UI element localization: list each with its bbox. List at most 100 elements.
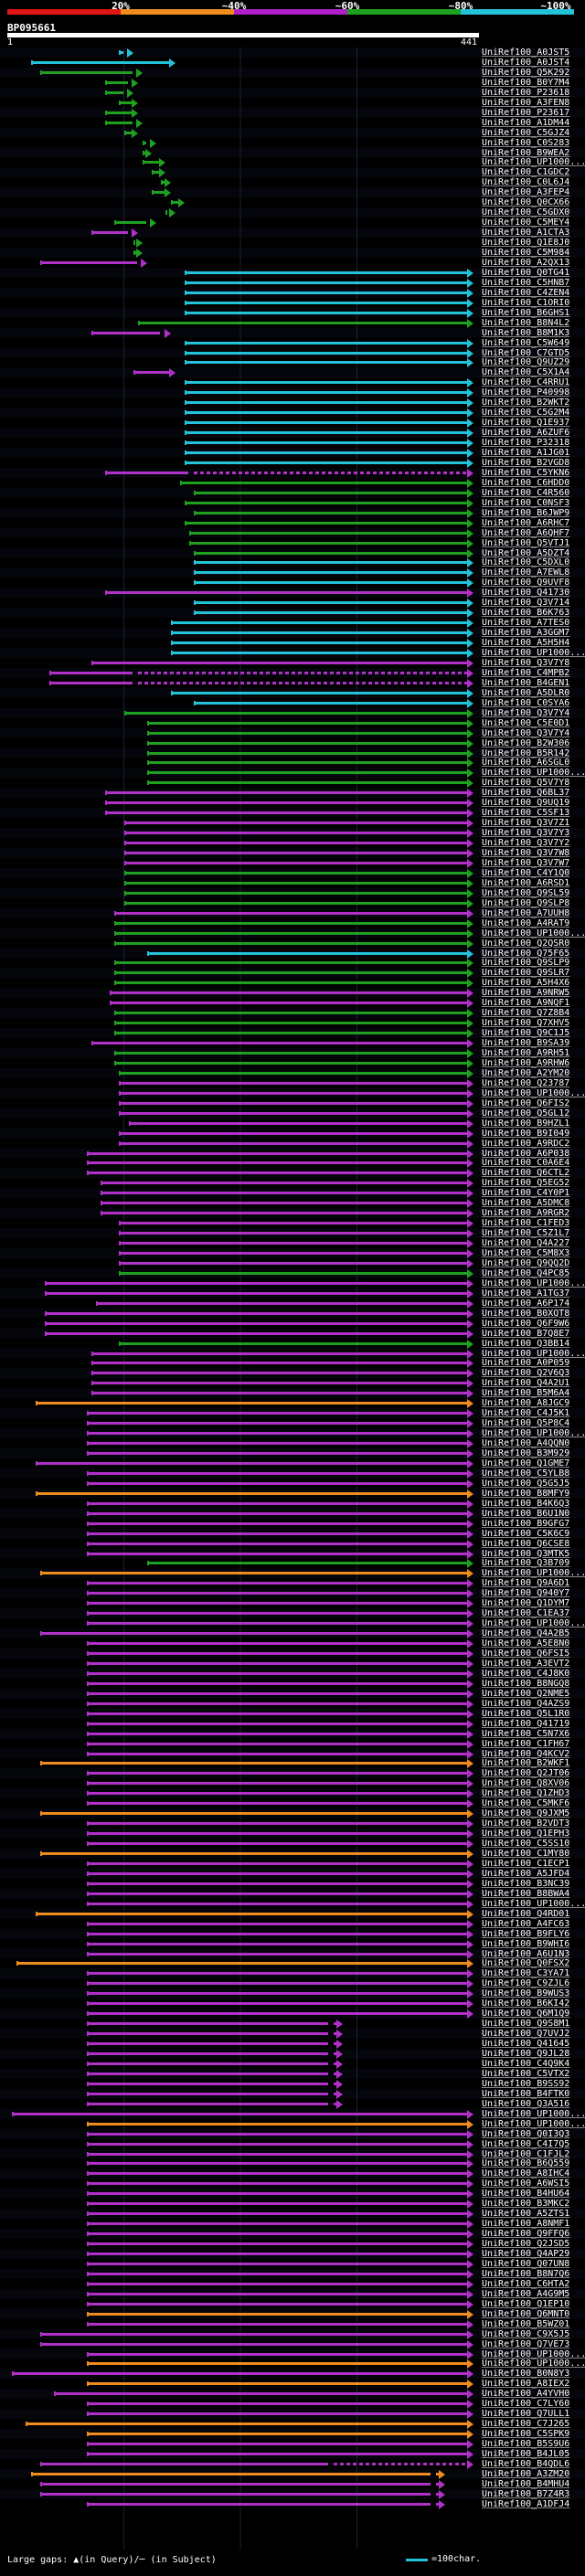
hit-alignment[interactable]	[44, 1321, 468, 1325]
hit-label-link[interactable]: UniRef100_Q6FSI5	[482, 1648, 570, 1659]
hit-alignment[interactable]	[86, 1752, 468, 1755]
hit-alignment[interactable]	[86, 1442, 468, 1446]
hit-label-link[interactable]: UniRef100_B9WHI6	[482, 1938, 570, 1949]
hit-label-link[interactable]: UniRef100_UP1000...	[482, 928, 585, 938]
hit-label-link[interactable]: UniRef100_B8N7Q6	[482, 2268, 570, 2279]
hit-alignment[interactable]	[90, 1362, 468, 1365]
hit-alignment[interactable]	[105, 471, 188, 474]
hit-alignment[interactable]	[86, 1511, 468, 1515]
hit-alignment[interactable]	[86, 1701, 468, 1705]
hit-label-link[interactable]: UniRef100_C4MPB2	[482, 667, 570, 678]
hit-label-link[interactable]: UniRef100_B4QDL6	[482, 2458, 570, 2469]
hit-alignment[interactable]	[86, 2182, 468, 2186]
hit-alignment[interactable]	[119, 1091, 468, 1095]
hit-alignment[interactable]	[86, 1151, 468, 1155]
hit-label-link[interactable]: UniRef100_B9HZL1	[482, 1118, 570, 1129]
hit-label-link[interactable]: UniRef100_Q4PC85	[482, 1267, 570, 1278]
hit-label-link[interactable]: UniRef100_Q9S8M1	[482, 2019, 570, 2030]
hit-label-link[interactable]: UniRef100_Q2JT06	[482, 1768, 570, 1779]
hit-label-link[interactable]: UniRef100_UP1000...	[482, 1087, 585, 1098]
hit-alignment[interactable]	[142, 161, 161, 164]
hit-alignment[interactable]	[184, 301, 468, 304]
hit-label-link[interactable]: UniRef100_B9SS92	[482, 2078, 570, 2089]
hit-alignment[interactable]	[86, 2022, 328, 2026]
hit-alignment[interactable]	[86, 2402, 468, 2406]
hit-label-link[interactable]: UniRef100_B9SA39	[482, 1038, 570, 1049]
hit-label-link[interactable]: UniRef100_B7Z4R3	[482, 2488, 570, 2499]
hit-label-link[interactable]: UniRef100_C5MEY4	[482, 217, 570, 228]
hit-label-link[interactable]: UniRef100_A2YM20	[482, 1067, 570, 1078]
hit-label-link[interactable]: UniRef100_C5DXL0	[482, 557, 570, 568]
hit-alignment[interactable]	[119, 1111, 468, 1115]
hit-alignment[interactable]	[86, 1871, 468, 1875]
hit-alignment[interactable]	[86, 1792, 468, 1796]
hit-alignment[interactable]	[86, 1782, 468, 1786]
hit-alignment[interactable]	[123, 131, 133, 134]
hit-label-link[interactable]: UniRef100_B5WZ01	[482, 2318, 570, 2329]
hit-label-link[interactable]: UniRef100_C0A6E4	[482, 1158, 570, 1169]
hit-alignment[interactable]	[86, 2142, 468, 2146]
hit-alignment[interactable]	[86, 1972, 468, 1976]
hit-label-link[interactable]: UniRef100_A4YVH0	[482, 2389, 570, 2400]
hit-label-link[interactable]: UniRef100_Q6MNT0	[482, 2308, 570, 2319]
hit-label-link[interactable]: UniRef100_C4J5K1	[482, 1408, 570, 1419]
hit-label-link[interactable]: UniRef100_Q7UVJ2	[482, 2029, 570, 2040]
hit-label-link[interactable]: UniRef100_Q3V7Y4	[482, 727, 570, 738]
hit-alignment[interactable]	[86, 1722, 468, 1725]
hit-alignment[interactable]	[86, 1602, 468, 1606]
hit-label-link[interactable]: UniRef100_C1ORI0	[482, 297, 570, 308]
hit-label-link[interactable]: UniRef100_A0P059	[482, 1358, 570, 1369]
hit-alignment[interactable]	[123, 842, 468, 845]
hit-label-link[interactable]: UniRef100_B4K6Q3	[482, 1498, 570, 1509]
hit-alignment[interactable]	[86, 2012, 468, 2016]
hit-alignment[interactable]	[114, 221, 147, 225]
hit-alignment[interactable]	[86, 2172, 468, 2176]
hit-alignment[interactable]	[114, 921, 468, 925]
hit-alignment[interactable]	[184, 451, 468, 454]
hit-alignment[interactable]	[86, 1822, 468, 1826]
hit-label-link[interactable]: UniRef100_Q75F65	[482, 948, 570, 959]
hit-alignment[interactable]	[86, 1832, 468, 1836]
hit-label-link[interactable]: UniRef100_B6Q559	[482, 2158, 570, 2169]
hit-label-link[interactable]: UniRef100_C5W649	[482, 337, 570, 348]
hit-label-link[interactable]: UniRef100_Q3MTK5	[482, 1548, 570, 1559]
hit-label-link[interactable]: UniRef100_Q9UQ19	[482, 798, 570, 809]
hit-alignment[interactable]	[184, 281, 468, 284]
hit-alignment[interactable]	[179, 481, 468, 484]
hit-label-link[interactable]: UniRef100_B4JL05	[482, 2449, 570, 2459]
hit-alignment[interactable]	[86, 1671, 468, 1675]
hit-alignment[interactable]	[86, 2272, 468, 2275]
hit-alignment[interactable]	[35, 1912, 468, 1915]
hit-alignment[interactable]	[114, 1032, 468, 1035]
hit-label-link[interactable]: UniRef100_C5YLB8	[482, 1468, 570, 1479]
hit-label-link[interactable]: UniRef100_A3ZM20	[482, 2468, 570, 2479]
hit-label-link[interactable]: UniRef100_Q6CTL2	[482, 1168, 570, 1179]
hit-alignment[interactable]	[133, 371, 170, 375]
hit-alignment[interactable]	[184, 461, 468, 464]
hit-alignment[interactable]	[86, 1532, 468, 1535]
hit-label-link[interactable]: UniRef100_C5GJZ4	[482, 127, 570, 138]
hit-alignment[interactable]	[184, 381, 468, 385]
hit-label-link[interactable]: UniRef100_Q4A2U1	[482, 1378, 570, 1389]
hit-label-link[interactable]: UniRef100_UP1000...	[482, 1428, 585, 1439]
hit-label-link[interactable]: UniRef100_C5YKN6	[482, 467, 570, 478]
hit-label-link[interactable]: UniRef100_Q9JXM5	[482, 1808, 570, 1819]
hit-label-link[interactable]: UniRef100_Q5V7Y8	[482, 778, 570, 789]
hit-alignment[interactable]	[133, 251, 137, 254]
hit-alignment[interactable]	[12, 2372, 468, 2376]
hit-label-link[interactable]: UniRef100_Q6FIS2	[482, 1097, 570, 1108]
hit-label-link[interactable]: UniRef100_UP1000...	[482, 2348, 585, 2359]
hit-alignment[interactable]	[114, 941, 468, 945]
hit-alignment[interactable]	[170, 641, 468, 645]
hit-label-link[interactable]: UniRef100_B2W306	[482, 737, 570, 748]
hit-label-link[interactable]: UniRef100_A7UUH8	[482, 907, 570, 918]
hit-alignment[interactable]	[119, 1071, 468, 1075]
hit-alignment[interactable]	[142, 141, 147, 144]
hit-alignment[interactable]	[44, 1311, 468, 1315]
hit-alignment[interactable]	[86, 2232, 468, 2236]
hit-alignment[interactable]	[184, 291, 468, 294]
hit-alignment[interactable]	[184, 391, 468, 395]
hit-label-link[interactable]: UniRef100_Q1E8J0	[482, 238, 570, 249]
hit-label-link[interactable]: UniRef100_Q7Z8B4	[482, 1008, 570, 1019]
hit-label-link[interactable]: UniRef100_B9FLY6	[482, 1928, 570, 1939]
